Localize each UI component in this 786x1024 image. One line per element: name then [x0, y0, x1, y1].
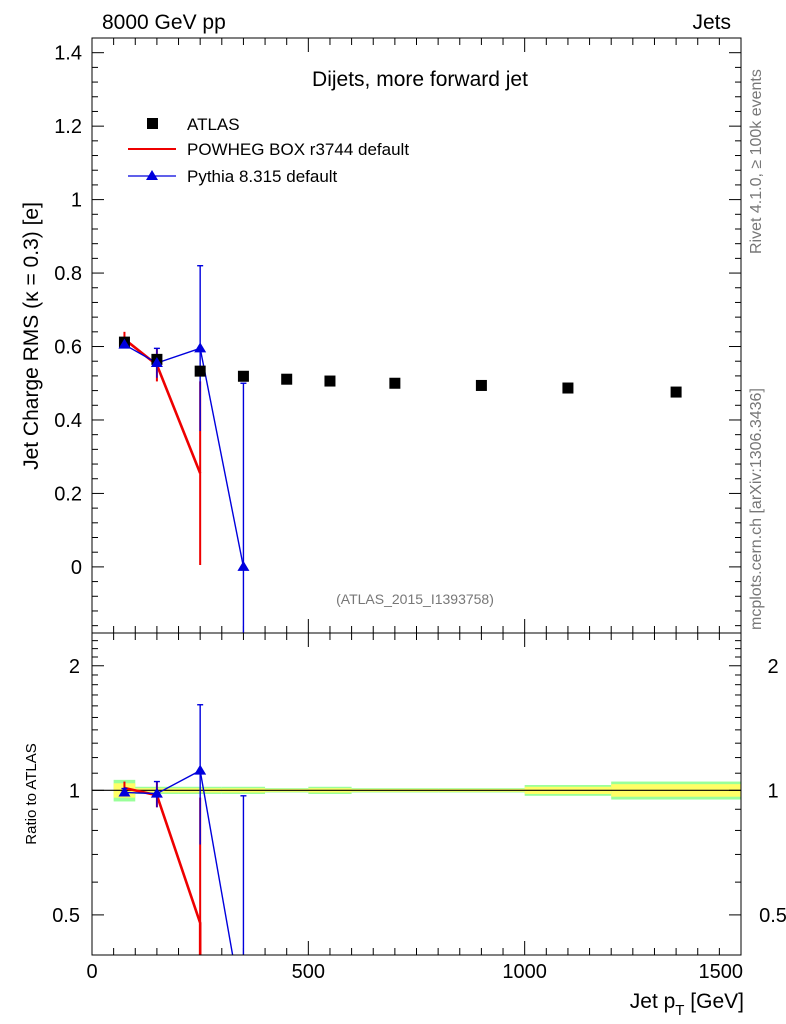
ratio-pythia-line	[124, 769, 234, 956]
ratio-pythia-data-point	[118, 786, 131, 797]
legend-atlas-label: ATLAS	[187, 115, 240, 134]
ratio-pythia-data-point	[194, 764, 207, 775]
energy-label: 8000 GeV pp	[102, 11, 226, 34]
ratio-powheg-line	[124, 786, 202, 955]
main-y-tick-label: 0.8	[54, 263, 82, 285]
main-y-tick-label: 1.2	[54, 116, 82, 138]
main-y-tick-label: 0	[71, 557, 82, 579]
x-tick-label: 1500	[699, 961, 744, 983]
legend-atlas-marker	[147, 118, 158, 129]
pythia-data-point	[237, 560, 250, 571]
pythia-line	[124, 344, 245, 568]
ratio-pythia-data-point	[150, 787, 163, 798]
legend: ATLAS POWHEG BOX r3744 default Pythia 8.…	[128, 115, 409, 186]
ratio-frame	[91, 632, 742, 956]
ratio-y-tick-label-right: 1	[767, 780, 778, 802]
main-y-tick-label: 0.4	[54, 410, 82, 432]
ratio-y-tick-label: 2	[69, 656, 80, 678]
atlas-data-point	[389, 377, 401, 389]
ratio-y-tick-label: 0.5	[52, 905, 80, 927]
x-tick-label: 500	[292, 961, 325, 983]
x-tick-label: 1000	[502, 961, 547, 983]
main-plot-area: 0 0.2 0.4 0.6 0.8 1 1.2 1.4	[54, 37, 742, 633]
atlas-data-point	[562, 382, 574, 394]
x-axis-label: Jet pT [GeV]	[630, 990, 744, 1019]
pythia-data-point	[150, 357, 163, 368]
main-title: Dijets, more forward jet	[312, 68, 528, 91]
ratio-plot-area: 0.5 0.5 1 1 2 2 0 500 1000 1500	[52, 632, 786, 983]
main-y-axis-label: Jet Charge RMS (κ = 0.3) [e]	[20, 202, 43, 470]
pythia-data-point	[194, 342, 207, 353]
pythia-data-point	[118, 338, 131, 349]
x-axis-label-sub: T	[675, 1002, 684, 1019]
analysis-watermark: (ATLAS_2015_I1393758)	[336, 591, 494, 607]
x-axis-label-part-a: Jet p	[630, 990, 676, 1013]
atlas-data-point	[281, 373, 293, 385]
main-y-tick-label: 1	[71, 190, 82, 212]
process-label: Jets	[692, 11, 731, 34]
x-tick-label: 0	[86, 961, 97, 983]
legend-pythia-marker	[146, 170, 158, 180]
ratio-y-tick-label: 1	[69, 780, 80, 802]
ratio-y-tick-label-right: 0.5	[759, 905, 786, 927]
main-y-tick-label: 0.2	[54, 483, 82, 505]
main-panel: 0 0.2 0.4 0.6 0.8 1 1.2 1.4 Dijets, more forwar…	[20, 37, 742, 634]
rivet-info-label: Rivet 4.1.0, ≥ 100k events	[748, 69, 765, 254]
atlas-data-point	[194, 365, 206, 377]
atlas-data-point	[475, 379, 487, 391]
atlas-data-point	[670, 386, 682, 398]
mcplots-ref-label: mcplots.cern.ch [arXiv:1306.3436]	[748, 388, 765, 630]
atlas-data-point	[324, 375, 336, 387]
ratio-panel: 0.5 0.5 1 1 2 2 0 500 1000 1500 Ratio to ATLAS Je…	[23, 632, 786, 1019]
main-y-tick-label: 1.4	[54, 43, 82, 65]
atlas-data-point	[237, 370, 249, 382]
ratio-y-axis-label: Ratio to ATLAS	[23, 743, 40, 844]
legend-powheg-label: POWHEG BOX r3744 default	[187, 140, 409, 159]
main-y-tick-label: 0.6	[54, 337, 82, 359]
ratio-y-tick-label-right: 2	[767, 656, 778, 678]
x-axis-label-part-b: [GeV]	[684, 990, 744, 1013]
legend-pythia-label: Pythia 8.315 default	[187, 167, 338, 186]
